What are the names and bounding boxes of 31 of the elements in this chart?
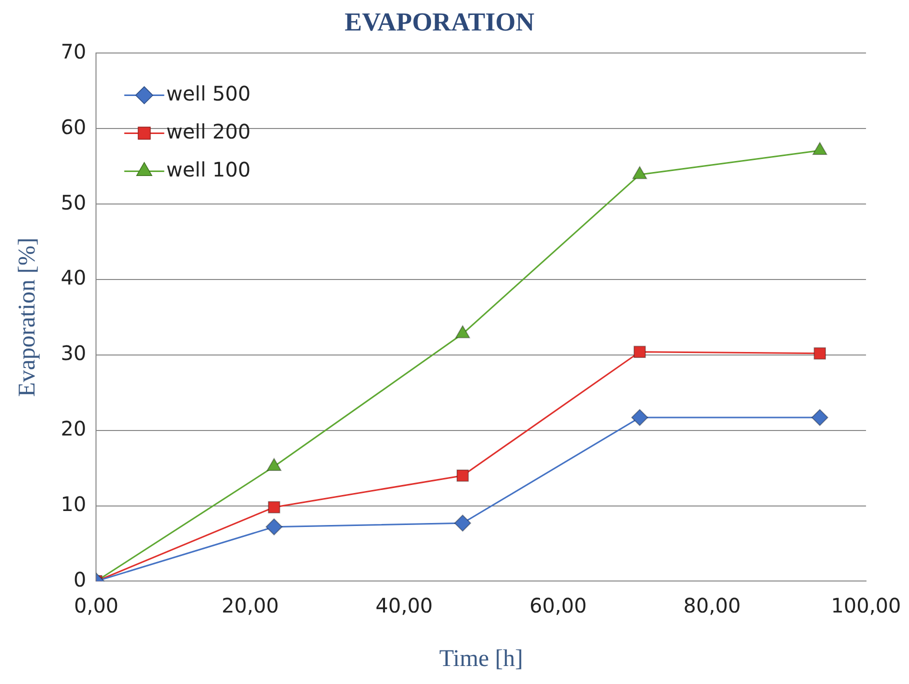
y-tick-label: 20 — [60, 416, 86, 441]
point — [634, 346, 646, 358]
x-tick-label: 100,00 — [831, 593, 901, 618]
y-tick-label: 30 — [60, 341, 86, 366]
y-tick-label: 0 — [74, 567, 86, 592]
point — [456, 469, 469, 482]
x-tick-label: 40,00 — [376, 593, 433, 618]
point — [814, 347, 826, 360]
point — [266, 518, 283, 536]
point — [455, 325, 470, 338]
x-tick-label: 60,00 — [529, 593, 587, 618]
legend-label: well 200 — [166, 119, 251, 144]
legend-label: well 500 — [166, 81, 251, 106]
point — [454, 514, 472, 532]
point — [811, 409, 828, 426]
y-tick-label: 60 — [60, 114, 86, 139]
y-tick-label: 70 — [60, 39, 86, 64]
legend-label: well 100 — [166, 157, 251, 182]
point — [812, 142, 828, 156]
x-tick-label: 80,00 — [683, 593, 741, 618]
y-tick-label: 50 — [60, 190, 86, 214]
x-axis-title: Time [h] — [439, 646, 524, 672]
y-tick-label: 10 — [60, 492, 86, 516]
point — [631, 409, 648, 426]
x-tick-label: 20,00 — [222, 593, 279, 618]
chart-title: EVAPORATION — [344, 7, 535, 36]
point — [268, 501, 280, 514]
y-axis-title: Evaporation [%] — [14, 238, 41, 397]
point — [632, 166, 648, 180]
x-tick-label: 0,00 — [74, 593, 119, 618]
y-tick-label: 40 — [60, 266, 86, 290]
